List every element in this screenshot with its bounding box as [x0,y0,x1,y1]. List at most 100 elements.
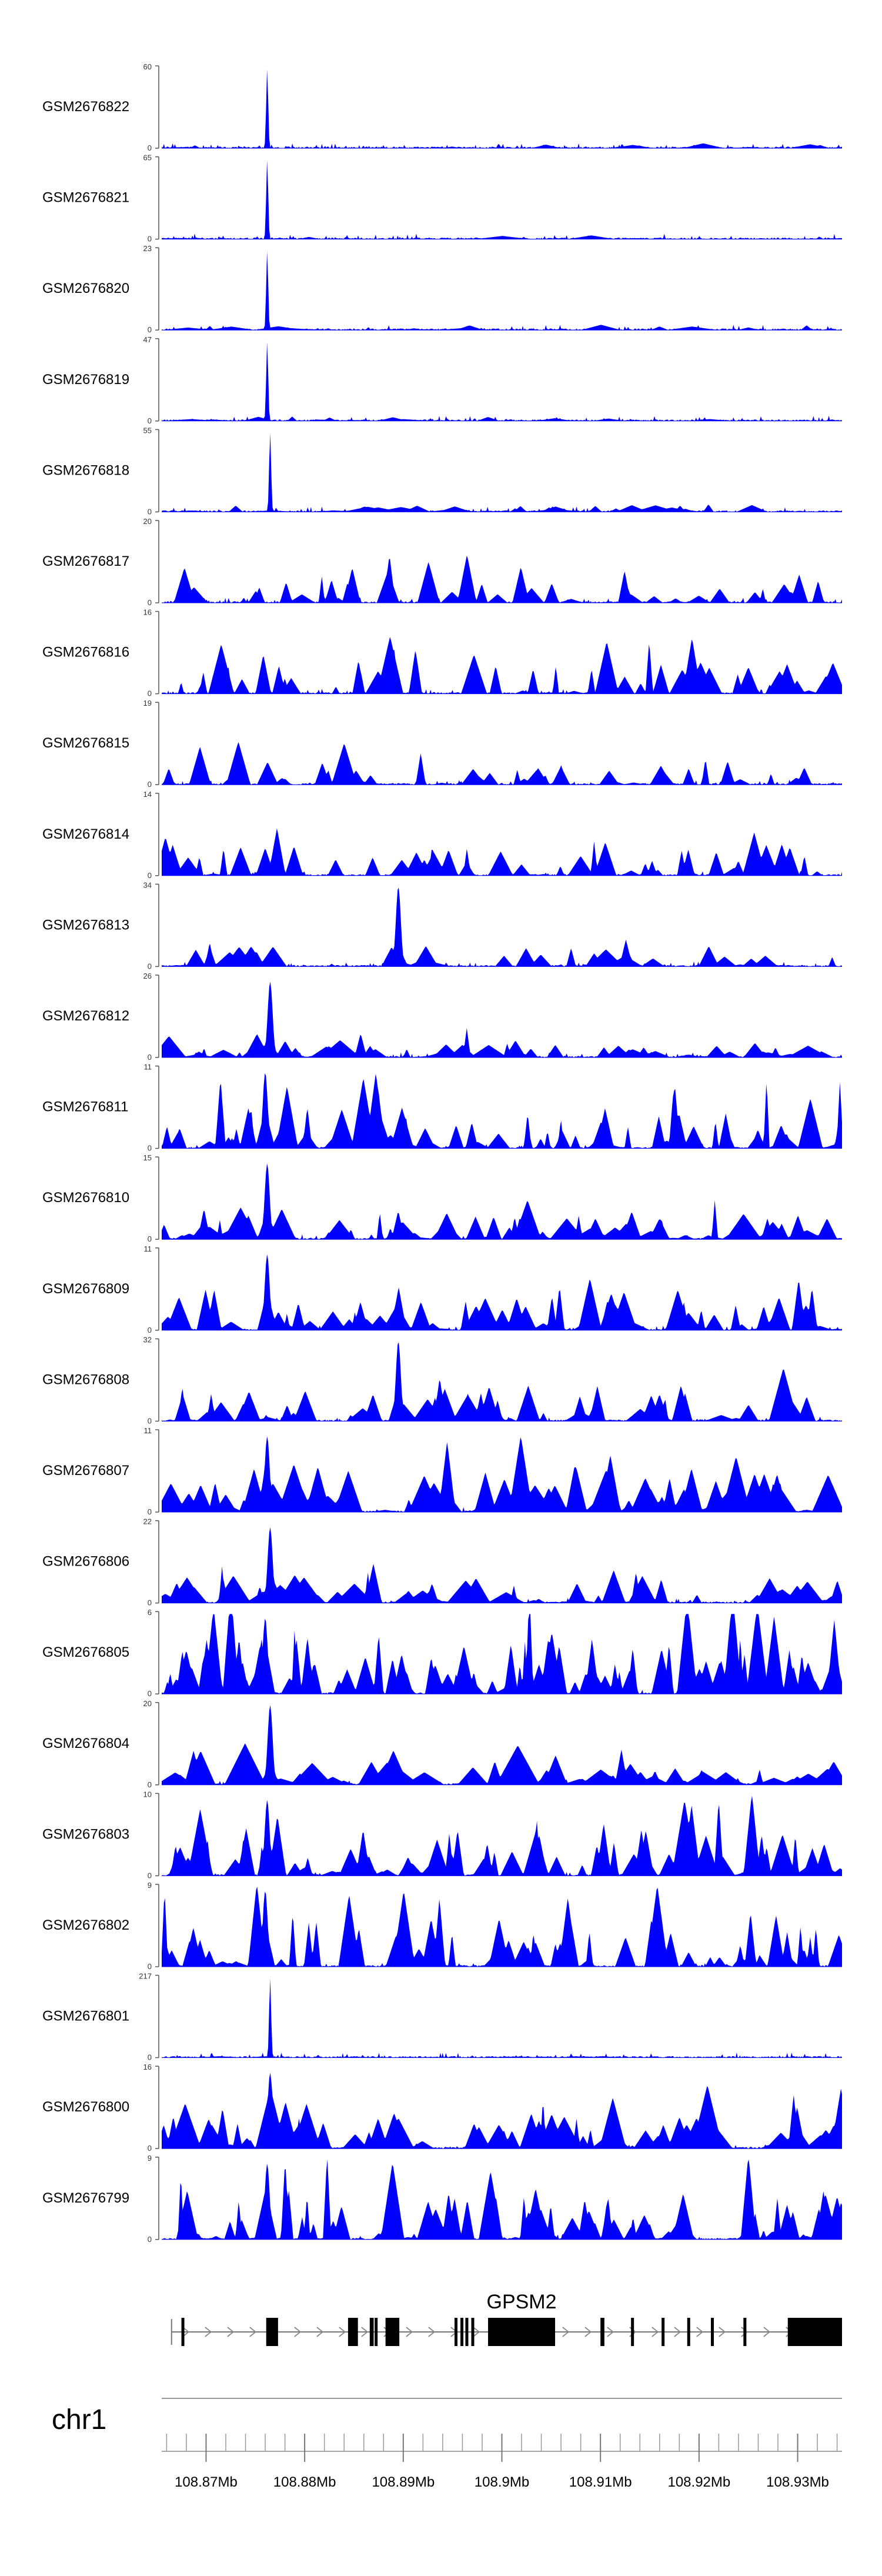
y-min-label: 0 [148,871,152,880]
axis-tick-label: 108.88Mb [273,2474,336,2490]
y-min-label: 0 [148,2053,152,2062]
track-GSM2676812: GSM2676812 26 0 [42,972,842,1062]
track-GSM2676806: GSM2676806 22 0 [42,1517,842,1607]
y-min-label: 0 [148,598,152,607]
coverage-area [162,1342,842,1422]
strand-arrow [607,2327,614,2337]
y-max-label: 19 [143,699,152,708]
exon [369,2318,374,2346]
coverage-area [162,1705,842,1785]
coverage-area [162,1254,842,1330]
track-GSM2676809: GSM2676809 11 0 [42,1244,842,1334]
y-max-label: 10 [143,1790,152,1798]
track-label: GSM2676803 [42,1826,129,1842]
axis-tick-label: 108.93Mb [766,2474,829,2490]
y-max-label: 9 [148,1881,152,1890]
track-label: GSM2676819 [42,372,129,388]
strand-arrow [294,2327,302,2337]
track-GSM2676819: GSM2676819 47 0 [42,335,842,425]
coverage-area [162,2073,842,2149]
track-GSM2676810: GSM2676810 15 0 [42,1153,842,1243]
exon [488,2318,556,2346]
y-max-label: 16 [143,2063,152,2071]
strand-arrow [249,2327,257,2337]
y-min-label: 0 [148,144,152,152]
y-max-label: 60 [143,62,152,71]
strand-arrow [741,2327,749,2337]
strand-arrow [182,2327,190,2337]
axis-tick-label: 108.92Mb [667,2474,730,2490]
y-max-label: 9 [148,2154,152,2163]
y-min-label: 0 [148,689,152,698]
strand-arrow [227,2327,235,2337]
gene-label: GPSM2 [487,2291,557,2313]
y-min-label: 0 [148,1144,152,1153]
coverage-area [162,1163,842,1240]
coverage-area [162,1436,842,1512]
coverage-area [162,828,842,876]
track-GSM2676805: GSM2676805 6 0 [42,1608,842,1698]
exon [662,2318,665,2346]
track-GSM2676813: GSM2676813 34 0 [42,880,842,970]
strand-arrow [763,2327,771,2337]
y-min-label: 0 [148,2144,152,2153]
track-GSM2676821: GSM2676821 65 0 [42,154,842,243]
exon [471,2318,475,2346]
y-max-label: 11 [144,1426,152,1435]
track-GSM2676801: GSM2676801 217 0 [42,1972,842,2062]
track-label: GSM2676814 [42,826,129,842]
coverage-area [162,1073,842,1149]
coverage-tracks: GSM2676822600GSM2676821650GSM2676820230G… [42,62,842,2244]
coverage-area [162,251,842,331]
coverage-area [162,1527,842,1603]
y-min-label: 0 [148,1234,152,1243]
track-GSM2676811: GSM2676811 11 0 [42,1063,842,1153]
y-max-label: 6 [148,1608,152,1617]
y-min-label: 0 [148,2235,152,2244]
strand-arrow [584,2327,592,2337]
coverage-area [162,433,842,512]
y-max-label: 22 [143,1517,152,1526]
axis-tick-label: 108.89Mb [372,2474,435,2490]
y-max-label: 15 [143,1153,152,1162]
track-label: GSM2676804 [42,1736,129,1751]
coverage-area [162,637,842,694]
y-min-label: 0 [148,1599,152,1607]
track-label: GSM2676811 [42,1099,128,1115]
track-label: GSM2676801 [42,2008,129,2024]
track-GSM2676799: GSM2676799 9 0 [42,2154,842,2244]
track-label: GSM2676816 [42,645,129,660]
exon [600,2318,604,2346]
y-min-label: 0 [148,962,152,970]
y-max-label: 16 [143,608,152,617]
chromosome-label: chr1 [52,2404,106,2435]
coverage-area [162,1978,842,2058]
y-max-label: 23 [143,244,152,253]
y-max-label: 11 [144,1063,152,1072]
track-label: GSM2676820 [42,281,129,296]
y-min-label: 0 [148,1416,152,1425]
y-max-label: 55 [143,426,152,435]
gene-annotation-track: GPSM2 [171,2291,842,2346]
coverage-area [162,160,842,239]
y-max-label: 11 [144,1244,152,1253]
track-label: GSM2676805 [42,1644,129,1660]
strand-arrow [652,2327,659,2337]
y-max-label: 26 [143,972,152,980]
track-GSM2676820: GSM2676820 23 0 [42,244,842,334]
track-GSM2676807: GSM2676807 11 0 [42,1426,842,1516]
exon [375,2318,378,2346]
strand-arrow [562,2327,570,2337]
coverage-area [162,887,842,967]
y-min-label: 0 [148,1780,152,1789]
track-label: GSM2676815 [42,735,129,751]
coverage-area [162,2159,842,2240]
coverage-area [162,1796,842,1876]
coverage-area [162,342,842,421]
coverage-area [162,742,842,785]
coverage-area [162,1887,842,1967]
y-max-label: 34 [143,880,152,889]
y-max-label: 32 [143,1335,152,1344]
strand-arrow [473,2327,480,2337]
